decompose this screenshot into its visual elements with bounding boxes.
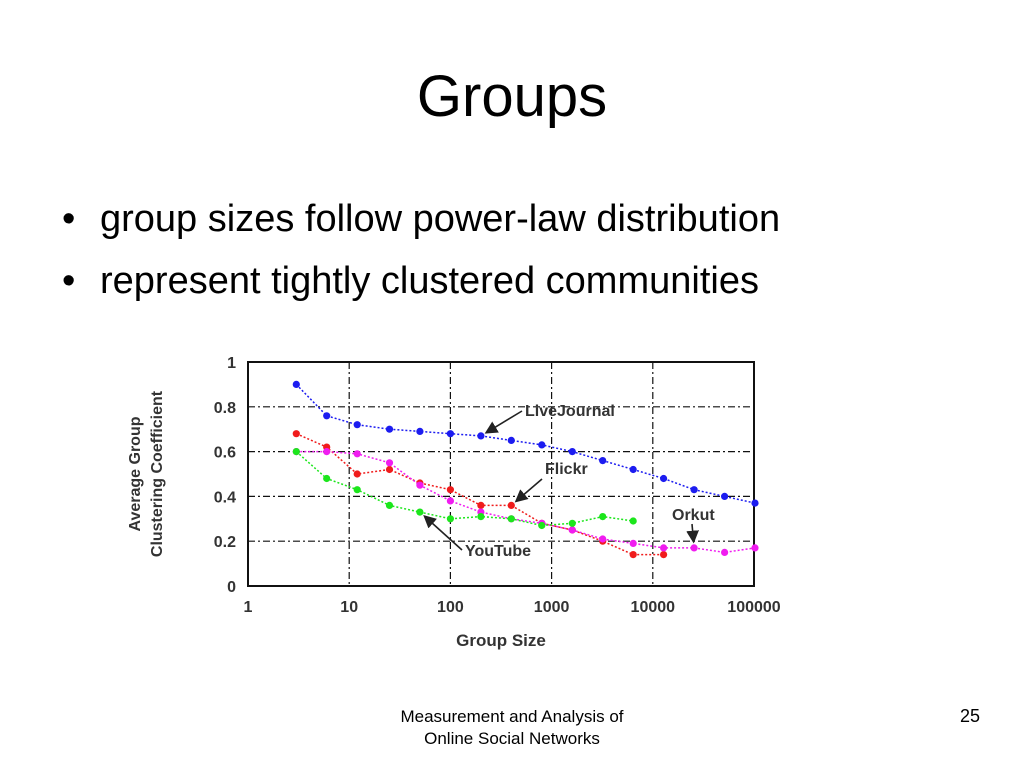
data-point <box>599 535 607 543</box>
bullet-text: group sizes follow power-law distributio… <box>100 198 781 240</box>
y-tick-label: 0.8 <box>214 400 236 417</box>
data-point <box>292 448 300 456</box>
plot-area <box>248 362 754 586</box>
data-point <box>446 486 454 494</box>
data-point <box>690 544 698 552</box>
footer-line-1: Measurement and Analysis of <box>400 707 624 726</box>
y-tick-label: 0.6 <box>214 445 236 462</box>
x-tick-label: 10000 <box>631 599 676 616</box>
bullet-dot-icon: • <box>62 260 76 302</box>
x-tick-label: 10 <box>340 599 358 616</box>
y-axis-title-line-1: Average Group <box>127 416 144 531</box>
data-point <box>568 526 576 534</box>
data-point <box>751 544 759 552</box>
data-point <box>446 430 454 438</box>
data-point <box>721 492 729 500</box>
data-point <box>446 497 454 505</box>
data-point <box>629 539 637 547</box>
y-tick-label: 0.4 <box>214 489 236 506</box>
footer: Measurement and Analysis of Online Socia… <box>312 706 712 750</box>
data-point <box>629 465 637 474</box>
data-point <box>629 517 637 525</box>
data-point <box>292 380 300 388</box>
data-point <box>751 499 759 507</box>
data-point <box>507 501 515 509</box>
data-point <box>538 441 546 449</box>
data-point <box>507 436 515 444</box>
bullet-item: • represent tightly clustered communitie… <box>62 250 780 312</box>
annotation-arrow <box>686 523 699 544</box>
data-point <box>385 465 394 474</box>
data-point <box>353 486 361 494</box>
data-point <box>690 486 698 494</box>
data-point <box>568 519 576 527</box>
bullet-text: represent tightly clustered communities <box>100 260 759 302</box>
x-tick-label: 1000 <box>534 599 570 616</box>
bullet-dot-icon: • <box>62 198 76 240</box>
annotation-arrow <box>423 515 463 551</box>
data-point <box>385 425 394 433</box>
data-point <box>599 457 607 465</box>
data-point <box>477 501 485 509</box>
x-tick-label: 100 <box>437 599 464 616</box>
chart-svg: 0 0.2 0.4 0.6 0.8 1 1 10 100 1000 10000 100000 LiveJ… <box>127 355 781 650</box>
data-point <box>660 551 668 559</box>
series-line-orkut <box>296 450 756 554</box>
data-point <box>385 501 394 509</box>
data-point <box>629 551 637 559</box>
data-point <box>323 412 331 420</box>
page-number: 25 <box>959 706 980 726</box>
data-point <box>385 459 394 467</box>
data-point <box>446 515 454 523</box>
data-point <box>721 548 729 556</box>
data-point <box>353 450 361 458</box>
chart: 0 0.2 0.4 0.6 0.8 1 1 10 100 1000 10000 100000 LiveJ… <box>110 345 810 665</box>
annotation-label: YouTube <box>465 543 531 560</box>
y-tick-label: 1 <box>227 355 236 372</box>
data-point <box>292 430 300 438</box>
data-point <box>416 481 424 489</box>
data-point <box>416 427 424 435</box>
bullet-item: • group sizes follow power-law distribut… <box>62 188 780 250</box>
annotation-label: Orkut <box>672 507 715 524</box>
x-tick-label: 100000 <box>727 599 780 616</box>
data-point <box>353 470 361 478</box>
y-axis-title-line-2: Clustering Coefficient <box>149 390 166 557</box>
annotation-label: LiveJournal <box>525 403 615 420</box>
data-point <box>477 432 485 440</box>
annotation-arrow <box>514 478 543 503</box>
y-tick-label: 0.2 <box>214 534 236 551</box>
plot-frame <box>247 361 755 587</box>
data-point <box>660 544 668 552</box>
data-point <box>507 515 515 523</box>
data-point <box>323 448 331 456</box>
data-point <box>323 474 331 483</box>
data-point <box>353 421 361 429</box>
data-point <box>477 513 485 521</box>
x-tick-label: 1 <box>244 599 253 616</box>
data-point <box>538 521 546 530</box>
bullet-list: • group sizes follow power-law distribut… <box>62 188 780 312</box>
footer-line-2: Online Social Networks <box>424 729 600 748</box>
data-point <box>416 508 424 516</box>
data-point <box>599 513 607 521</box>
data-point <box>568 448 576 456</box>
slide-title: Groups <box>416 64 608 129</box>
x-axis-title: Group Size <box>456 631 546 650</box>
data-point <box>660 474 668 483</box>
annotation-label: Flickr <box>545 461 588 478</box>
y-tick-label: 0 <box>227 579 236 596</box>
annotation-arrow <box>484 410 523 434</box>
series-line-livejournal <box>295 383 756 504</box>
